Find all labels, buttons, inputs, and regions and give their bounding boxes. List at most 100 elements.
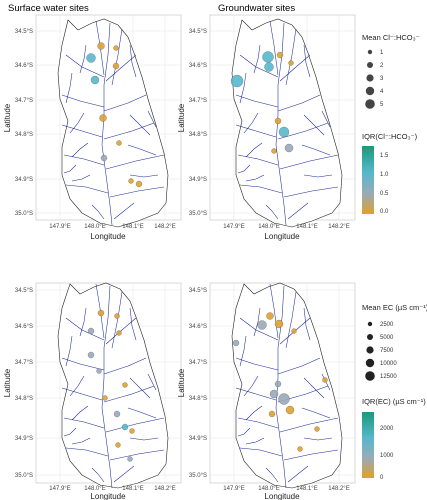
site-marker[interactable] — [116, 330, 122, 336]
site-marker[interactable] — [116, 140, 122, 146]
y-tick-label: 35.0°S — [189, 473, 207, 479]
map-panel-surface-ec: 34.5°S 34.6°S 34.7°S 34.8°S 34.9°S 35.0°… — [3, 282, 182, 500]
site-marker[interactable] — [232, 339, 240, 347]
y-tick-label: 34.6°S — [189, 324, 207, 330]
site-marker[interactable] — [266, 312, 274, 320]
y-ticks: 34.5°S 34.6°S 34.7°S 34.8°S 34.9°S 35.0°… — [189, 288, 207, 479]
site-marker[interactable] — [86, 53, 96, 63]
y-tick-label: 34.5°S — [189, 29, 207, 35]
legend-size-symbol — [365, 358, 375, 368]
x-tick-label: 148.1°E — [296, 224, 317, 230]
x-tick-label: 148.1°E — [122, 486, 143, 492]
site-marker[interactable] — [314, 426, 320, 432]
x-tick-label: 148.0°E — [258, 224, 279, 230]
site-marker[interactable] — [322, 377, 328, 383]
site-marker[interactable] — [87, 351, 95, 359]
site-marker[interactable] — [99, 114, 107, 122]
site-marker[interactable] — [114, 313, 120, 319]
site-marker[interactable] — [276, 51, 284, 59]
map-panel-groundwater-ec: 34.5°S 34.6°S 34.7°S 34.8°S 34.9°S 35.0°… — [177, 282, 356, 500]
site-marker[interactable] — [264, 62, 274, 72]
x-tick-label: 148.2°E — [328, 486, 349, 492]
x-tick-label: 147.9°E — [223, 486, 244, 492]
site-marker[interactable] — [274, 117, 282, 125]
x-tick-label: 147.9°E — [49, 486, 70, 492]
x-tick-label: 148.0°E — [84, 486, 105, 492]
site-marker[interactable] — [100, 154, 108, 162]
site-marker[interactable] — [113, 45, 119, 51]
site-marker[interactable] — [113, 410, 121, 418]
y-axis-label: Latitude — [3, 368, 12, 397]
site-marker[interactable] — [122, 382, 128, 388]
y-ticks: 34.5°S 34.6°S 34.7°S 34.8°S 34.9°S 35.0°… — [15, 29, 33, 217]
colorbar-label: 1.5 — [380, 153, 389, 159]
colorbar-label: 1.0 — [380, 172, 389, 178]
site-marker[interactable] — [284, 143, 294, 153]
site-marker[interactable] — [291, 328, 297, 334]
site-marker[interactable] — [257, 320, 267, 330]
x-tick-label: 148.2°E — [328, 224, 349, 230]
y-tick-label: 34.5°S — [189, 288, 207, 294]
y-tick-label: 34.9°S — [189, 177, 207, 183]
y-axis-label: Latitude — [177, 368, 186, 397]
site-marker[interactable] — [269, 389, 279, 399]
y-tick-label: 34.9°S — [189, 436, 207, 442]
site-marker[interactable] — [97, 309, 105, 317]
site-marker[interactable] — [115, 442, 121, 448]
site-marker[interactable] — [297, 446, 303, 452]
site-markers — [86, 42, 143, 188]
site-marker[interactable] — [278, 126, 290, 138]
legend-size-label: 10000 — [380, 361, 397, 367]
site-marker[interactable] — [135, 180, 143, 188]
legend-size-label: 12500 — [380, 374, 397, 380]
map-panel-groundwater-chloride: 34.5°S 34.6°S 34.7°S 34.8°S 34.9°S 35.0°… — [177, 14, 356, 241]
legend-size-symbol — [367, 321, 373, 327]
site-marker[interactable] — [274, 319, 284, 329]
site-markers — [230, 51, 294, 154]
legend-size-label: 3 — [380, 76, 384, 82]
legend-size-label: 5000 — [380, 335, 394, 341]
site-marker[interactable] — [268, 410, 276, 418]
site-marker[interactable] — [274, 380, 282, 388]
site-marker[interactable] — [129, 428, 135, 434]
colorbar-label: 1000 — [380, 453, 394, 459]
legend-size-chloride: Mean Cl⁻:HCO₃⁻ 1 2 3 4 5 — [362, 33, 420, 109]
y-ticks: 34.5°S 34.6°S 34.7°S 34.8°S 34.9°S 35.0°… — [15, 288, 33, 479]
y-tick-label: 34.7°S — [15, 98, 33, 104]
site-marker[interactable] — [97, 42, 105, 50]
legend-size-symbol — [365, 99, 375, 109]
legend-colorbar-chloride: IQR(Cl⁻:HCO₃⁻) 1.5 1.0 0.5 0.0 — [362, 132, 418, 215]
y-tick-label: 34.9°S — [15, 177, 33, 183]
site-marker[interactable] — [278, 393, 290, 405]
site-marker[interactable] — [90, 75, 100, 85]
site-marker[interactable] — [262, 51, 274, 63]
x-axis-label: Longitude — [90, 232, 126, 241]
x-ticks: 147.9°E 148.0°E 148.1°E 148.2°E — [49, 486, 175, 492]
site-markers — [87, 309, 135, 462]
site-marker[interactable] — [288, 60, 294, 66]
site-marker[interactable] — [128, 178, 134, 184]
legend-title: IQR(EC) (µS cm⁻¹) — [362, 397, 426, 406]
x-tick-label: 148.1°E — [296, 486, 317, 492]
site-marker[interactable] — [127, 456, 133, 462]
y-axis-label: Latitude — [177, 103, 186, 132]
site-marker[interactable] — [271, 148, 277, 154]
site-marker[interactable] — [102, 395, 108, 401]
site-marker[interactable] — [121, 423, 129, 431]
y-tick-label: 35.0°S — [189, 211, 207, 217]
site-marker[interactable] — [230, 74, 244, 88]
site-marker[interactable] — [112, 62, 120, 70]
x-tick-label: 147.9°E — [49, 224, 70, 230]
y-tick-label: 34.7°S — [189, 360, 207, 366]
site-marker[interactable] — [87, 327, 95, 335]
y-tick-label: 34.6°S — [15, 63, 33, 69]
site-marker[interactable] — [96, 368, 102, 374]
x-tick-label: 148.1°E — [122, 224, 143, 230]
x-ticks: 147.9°E 148.0°E 148.1°E 148.2°E — [223, 486, 349, 492]
colorbar-label: 2000 — [380, 426, 394, 432]
site-marker[interactable] — [285, 405, 295, 415]
panel-title-surface-top: Surface water sites — [8, 3, 89, 14]
legend-title: Mean EC (µS cm⁻¹) — [362, 303, 427, 312]
legend-size-label: 2500 — [380, 322, 394, 328]
